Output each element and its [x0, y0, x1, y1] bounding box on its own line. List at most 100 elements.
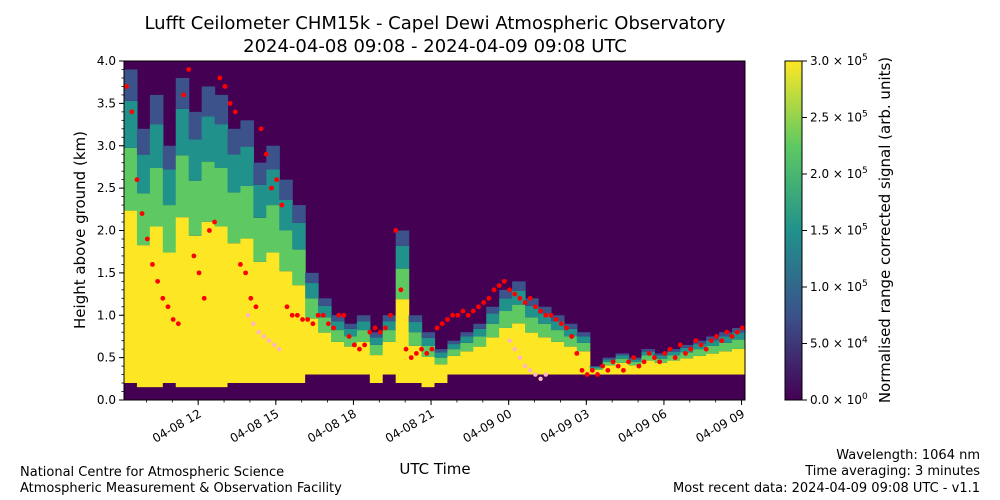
signal-cell: [706, 374, 720, 400]
signal-cell: [175, 387, 190, 400]
y-axis-label: Height above ground (km): [71, 131, 89, 329]
y-tick-label: 2.5: [97, 181, 116, 195]
cloud-base-point: [626, 359, 631, 365]
cloud-base-point: [181, 92, 186, 98]
y-axis: 0.0 0.5 1.0 1.5 2.0 2.5 3.0 3.5 4.0: [97, 54, 124, 407]
signal-cell: [486, 306, 500, 314]
signal-cell: [473, 323, 487, 329]
signal-cell: [149, 226, 164, 388]
signal-cell: [421, 332, 436, 338]
signal-cell: [447, 340, 461, 345]
cloud-base-point: [714, 334, 719, 339]
signal-cell: [615, 374, 630, 400]
signal-cell: [628, 361, 643, 366]
signal-cell: [447, 344, 461, 350]
cloud-base-point: [610, 359, 616, 365]
signal-cell: [201, 161, 216, 222]
cloud-base-point: [646, 350, 652, 356]
signal-cell: [628, 359, 643, 362]
signal-cell: [576, 336, 591, 343]
cloud-base-point: [434, 325, 440, 331]
signal-cell: [369, 355, 384, 384]
signal-cell: [318, 305, 332, 318]
cloud-base-point: [300, 317, 305, 322]
chart-title: Lufft Ceilometer CHM15k - Capel Dewi Atm…: [144, 13, 725, 34]
signal-cell: [421, 337, 436, 346]
signal-cell: [667, 349, 681, 352]
cloud-base-point: [698, 342, 704, 348]
cloud-base-point: [274, 177, 280, 183]
signal-cell: [460, 336, 474, 343]
signal-cell: [188, 111, 203, 140]
cloud-base-point: [284, 304, 290, 310]
x-tick-label: 04-09 06: [616, 406, 670, 445]
cloud-base-point: [232, 109, 238, 115]
signal-cell: [563, 336, 578, 347]
signal-cell: [550, 374, 565, 400]
cloud-base-point: [191, 253, 197, 259]
cloud-base-point: [657, 359, 663, 365]
cloud-base-point: [279, 202, 285, 208]
signal-cell: [149, 387, 164, 400]
cloud-base-point: [263, 151, 269, 157]
signal-cell: [343, 328, 358, 337]
signal-cell: [124, 210, 138, 384]
signal-cell: [473, 328, 487, 337]
signal-cell: [124, 100, 138, 148]
cloud-base-point: [227, 100, 233, 106]
signal-cell: [227, 128, 242, 155]
secondary-layer-point: [522, 363, 528, 369]
cloud-base-point: [326, 321, 331, 327]
signal-cell: [369, 344, 384, 356]
cloud-base-point: [393, 228, 399, 233]
cloud-base-point: [677, 342, 683, 348]
signal-cell: [654, 353, 668, 356]
cloud-base-point: [693, 338, 699, 344]
cloud-base-point: [445, 317, 450, 322]
signal-cell: [201, 86, 216, 117]
cloud-base-point: [620, 367, 626, 373]
signal-cell: [589, 374, 604, 400]
signal-cell: [279, 179, 293, 200]
signal-cell: [136, 387, 151, 400]
signal-cell: [369, 332, 384, 338]
cloud-base-point: [124, 84, 129, 89]
signal-cell: [538, 374, 552, 400]
signal-cell: [382, 330, 397, 342]
x-tick-label: 04-09 09: [693, 406, 747, 445]
signal-cell: [369, 337, 384, 345]
signal-cell: [732, 339, 745, 349]
signal-cell: [719, 342, 733, 352]
signal-cell: [473, 346, 487, 375]
signal-cell: [331, 330, 345, 342]
signal-cell: [356, 374, 371, 400]
signal-cell: [667, 351, 681, 356]
signal-cell: [512, 304, 526, 324]
cloud-base-point: [175, 321, 181, 327]
signal-cell: [408, 315, 423, 323]
cloud-base-point: [569, 334, 575, 339]
signal-cell: [693, 374, 707, 400]
secondary-layer-point: [538, 376, 543, 382]
cloud-base-point: [222, 84, 228, 89]
cloud-base-point: [481, 300, 487, 305]
signal-cell: [628, 374, 643, 400]
signal-cell: [240, 238, 254, 384]
signal-cell: [149, 94, 164, 125]
secondary-layer-point: [246, 313, 251, 318]
signal-cell: [654, 362, 668, 375]
signal-cell: [318, 317, 332, 333]
chart-subtitle: 2024-04-08 09:08 - 2024-04-09 09:08 UTC: [243, 36, 627, 57]
cloud-base-point: [206, 228, 212, 233]
cloud-base-point: [584, 372, 590, 377]
signal-cell: [693, 355, 707, 375]
cloud-base-point: [688, 346, 694, 352]
signal-cell: [408, 322, 423, 333]
cloud-base-point: [413, 350, 419, 356]
signal-cell: [563, 323, 578, 329]
footer-org-line-2: Atmospheric Measurement & Observation Fa…: [20, 481, 342, 496]
signal-cell: [266, 383, 280, 400]
signal-cell: [563, 328, 578, 337]
signal-cell: [706, 336, 720, 341]
signal-cell: [434, 383, 449, 400]
